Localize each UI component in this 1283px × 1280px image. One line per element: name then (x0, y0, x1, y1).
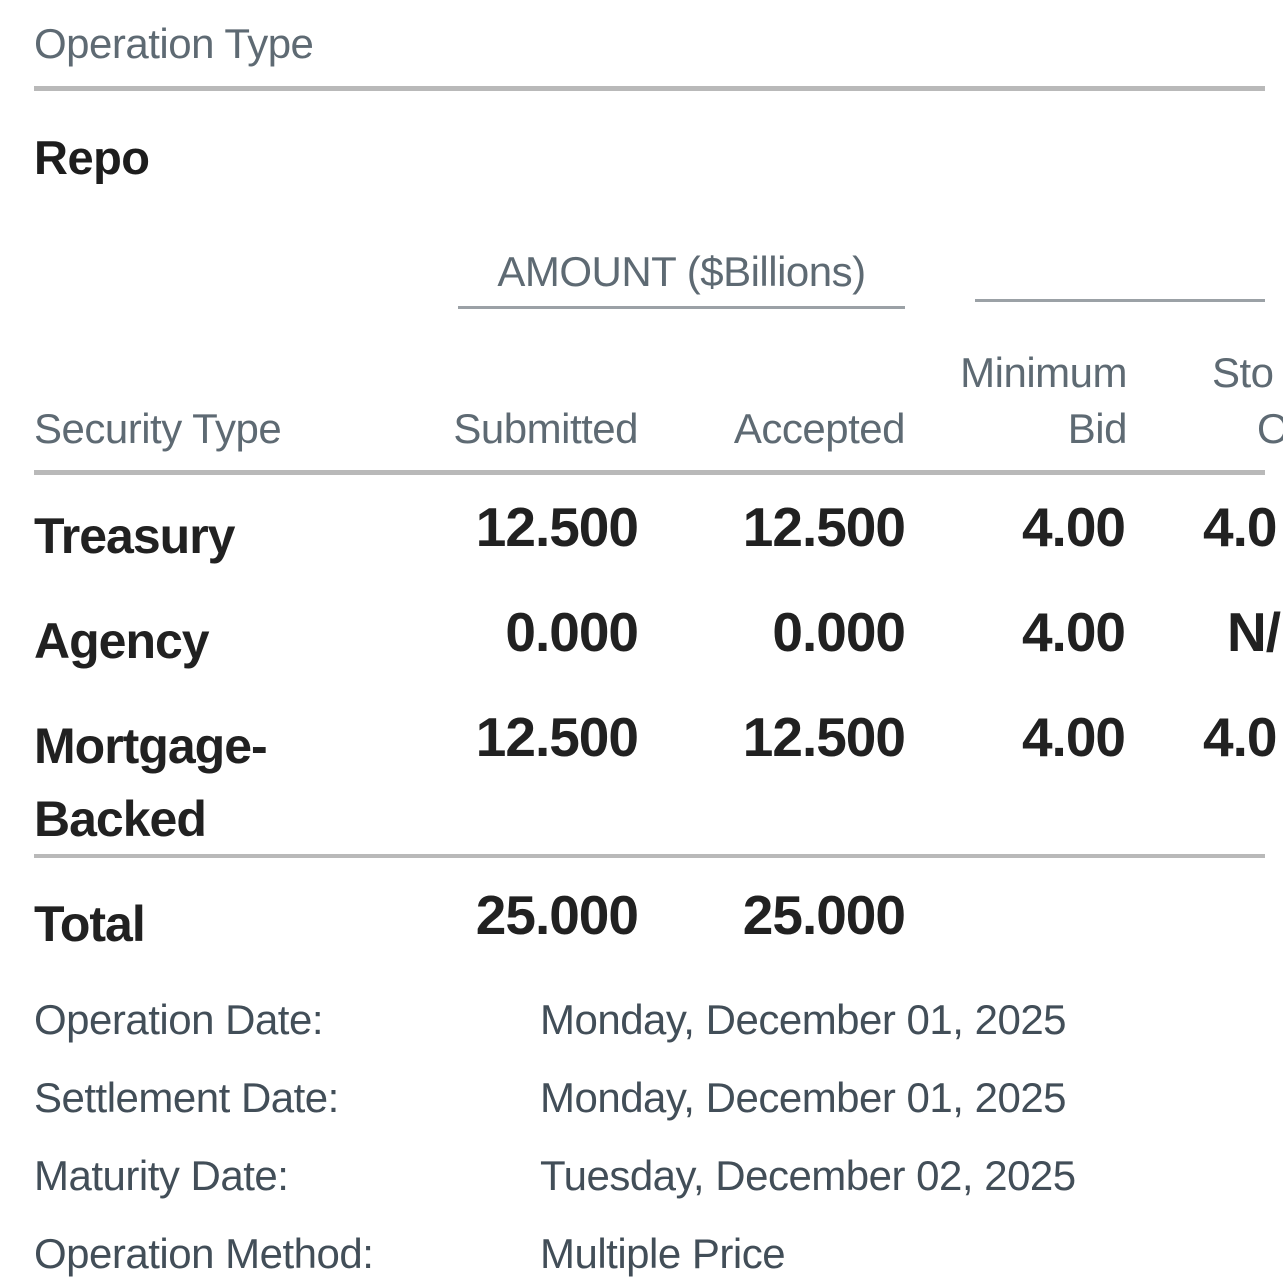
column-header-submitted: Submitted (453, 405, 638, 452)
cell-stopout-clipped: 4.0 (1203, 706, 1277, 768)
column-header-stopout-line2: Ou (1257, 405, 1283, 452)
cell-security-type: Mortgage-Backed (34, 718, 268, 847)
detail-value-operation-date: Monday, December 01, 2025 (540, 996, 1067, 1043)
cell-total-label: Total (34, 896, 146, 952)
cell-total-submitted: 25.000 (475, 884, 639, 946)
cell-stopout-clipped: 4.0 (1203, 496, 1277, 558)
operation-type-value: Repo (34, 131, 150, 184)
cell-accepted: 12.500 (742, 706, 906, 768)
cell-minimum-bid: 4.00 (1021, 496, 1126, 558)
detail-label-operation-date: Operation Date: (34, 996, 324, 1043)
detail-value-operation-method: Multiple Price (540, 1230, 786, 1277)
cell-submitted: 12.500 (475, 496, 639, 558)
header-divider (34, 470, 1265, 475)
detail-value-maturity-date: Tuesday, December 02, 2025 (540, 1152, 1076, 1199)
column-header-minimum: Minimum (960, 349, 1127, 396)
detail-value-settlement-date: Monday, December 01, 2025 (540, 1074, 1067, 1121)
cell-security-type: Treasury (34, 508, 235, 564)
cell-minimum-bid: 4.00 (1021, 601, 1126, 663)
cell-submitted: 0.000 (505, 601, 639, 663)
cell-submitted: 12.500 (475, 706, 639, 768)
top-divider (34, 86, 1265, 91)
detail-label-maturity-date: Maturity Date: (34, 1152, 289, 1199)
column-header-bid: Bid (1067, 405, 1128, 452)
column-header-security-type: Security Type (34, 405, 282, 452)
cell-accepted: 12.500 (742, 496, 906, 558)
detail-label-settlement-date: Settlement Date: (34, 1074, 339, 1121)
detail-label-operation-method: Operation Method: (34, 1230, 374, 1277)
cell-security-type: Agency (34, 613, 210, 669)
column-header-stopout-line1: Sto (1212, 349, 1274, 396)
operation-type-label: Operation Type (34, 20, 314, 67)
total-divider (34, 854, 1265, 858)
rate-group-underline (975, 299, 1265, 302)
cell-total-accepted: 25.000 (742, 884, 906, 946)
cell-minimum-bid: 4.00 (1021, 706, 1126, 768)
amount-group-header: AMOUNT ($Billions) (458, 248, 905, 309)
column-header-accepted: Accepted (733, 405, 906, 452)
cell-stopout-clipped: N/ (1227, 601, 1281, 663)
cell-accepted: 0.000 (772, 601, 906, 663)
